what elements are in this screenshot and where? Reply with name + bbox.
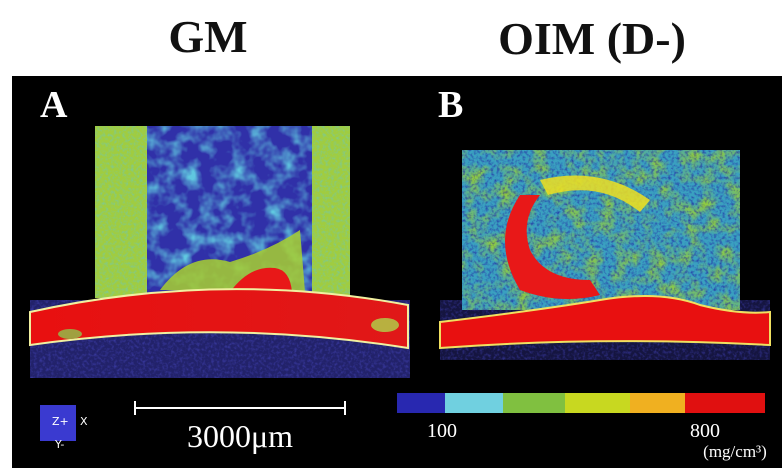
color-bar: [397, 393, 765, 413]
panel-label: A: [40, 84, 68, 126]
color-max: 800: [690, 420, 720, 442]
bone-hole: [58, 329, 82, 339]
color-step: [397, 393, 445, 413]
scaffold-speck: [462, 150, 740, 310]
color-step: [503, 393, 565, 413]
axis-z: Z+: [52, 415, 69, 428]
color-step: [685, 393, 765, 413]
pillar-right-tex: [312, 126, 350, 298]
color-step: [565, 393, 630, 413]
image-b: [440, 150, 770, 360]
title-right: OIM (D-): [498, 13, 686, 64]
axis-x: X: [80, 415, 88, 428]
color-step: [630, 393, 685, 413]
color-step: [445, 393, 503, 413]
page: GM OIM (D-) A B Z+ X Y- 3000μm: [0, 0, 782, 468]
title-left: GM: [168, 11, 247, 62]
color-min: 100: [427, 420, 457, 442]
figure: GM OIM (D-) A B Z+ X Y- 3000μm: [0, 0, 782, 468]
scale-bar-label: 3000μm: [187, 418, 293, 454]
axis-y: Y-: [54, 438, 64, 451]
color-unit: (mg/cm³): [703, 442, 767, 461]
bone-hole: [371, 318, 399, 332]
pillar-left-tex: [95, 126, 147, 298]
panel-label: B: [438, 84, 463, 126]
